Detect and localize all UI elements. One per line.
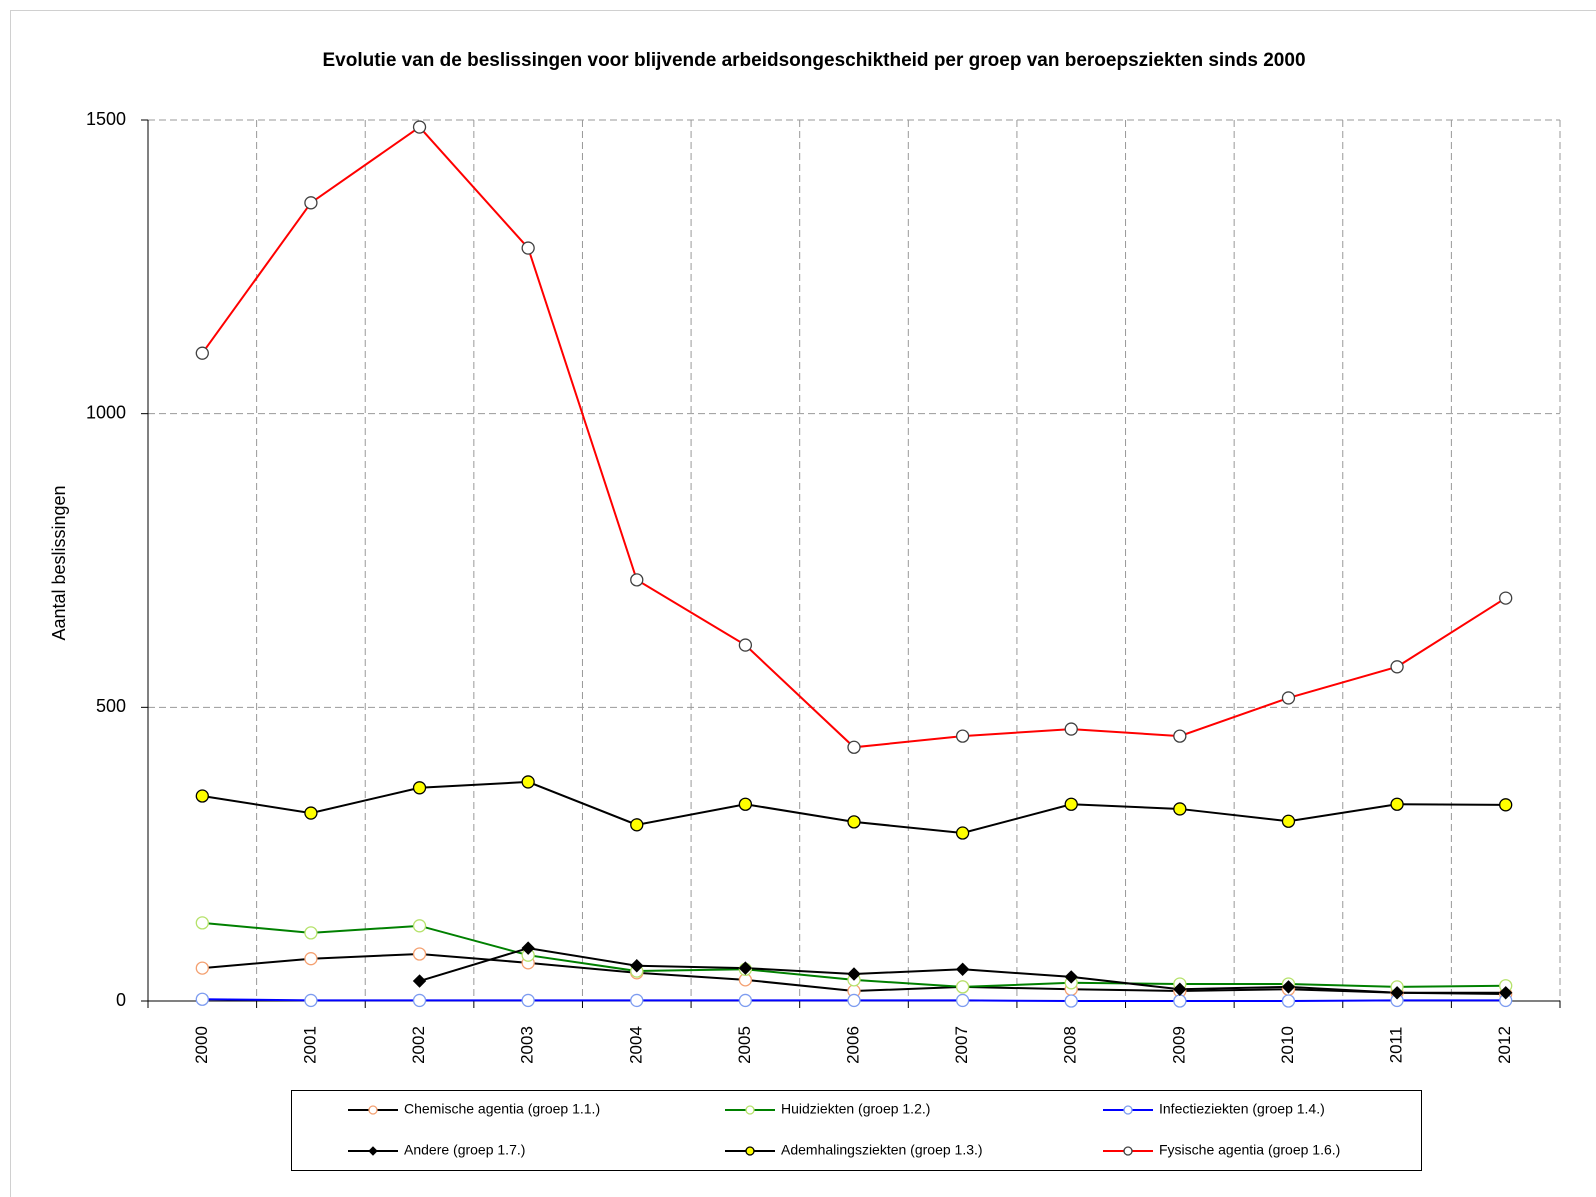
point xyxy=(630,573,644,587)
x-tick-label: 2008 xyxy=(1061,1026,1080,1064)
point xyxy=(955,826,970,840)
point xyxy=(955,962,970,976)
x-tick-label: 2000 xyxy=(192,1026,211,1064)
x-tick-label: 2004 xyxy=(626,1026,645,1064)
point xyxy=(304,196,318,210)
point xyxy=(412,993,427,1008)
x-tick-label: 2002 xyxy=(409,1026,428,1064)
x-tick-label: 2007 xyxy=(952,1026,971,1064)
legend-marker xyxy=(368,1105,378,1115)
point xyxy=(1499,591,1513,605)
y-tick-label: 500 xyxy=(96,696,126,716)
point xyxy=(521,775,535,789)
point xyxy=(1390,797,1404,811)
point xyxy=(955,993,970,1008)
point xyxy=(630,959,644,973)
legend-box xyxy=(291,1090,1422,1171)
x-tick-label: 2001 xyxy=(300,1026,319,1064)
point xyxy=(1064,797,1078,811)
point xyxy=(1499,798,1513,812)
point xyxy=(195,916,209,930)
x-tick-label: 2011 xyxy=(1387,1027,1406,1064)
point xyxy=(1390,660,1404,674)
point xyxy=(195,789,209,803)
point xyxy=(412,919,427,933)
x-tick-label: 2012 xyxy=(1495,1026,1514,1064)
point xyxy=(1173,982,1187,996)
point xyxy=(521,941,535,955)
point xyxy=(195,992,209,1006)
point xyxy=(1064,722,1078,736)
series-line xyxy=(201,125,1507,749)
point xyxy=(521,993,535,1008)
point xyxy=(412,120,427,134)
point xyxy=(1173,802,1187,816)
point xyxy=(304,926,318,940)
point xyxy=(1281,994,1296,1008)
y-tick-label: 1000 xyxy=(86,402,126,422)
legend-marker xyxy=(745,1105,755,1115)
point xyxy=(1498,986,1513,1000)
point xyxy=(1173,729,1187,743)
point xyxy=(738,993,753,1008)
x-tick-label: 2003 xyxy=(518,1026,537,1064)
point xyxy=(847,815,861,829)
point xyxy=(1064,970,1078,984)
point xyxy=(738,797,753,811)
point xyxy=(847,993,861,1008)
x-tick-label: 2010 xyxy=(1278,1026,1297,1064)
point xyxy=(304,993,318,1008)
point xyxy=(955,980,970,994)
legend-label: Chemische agentia (groep 1.1.) xyxy=(404,1101,600,1117)
point xyxy=(955,729,970,743)
legend-marker xyxy=(1123,1105,1133,1115)
point xyxy=(195,961,209,975)
point xyxy=(412,781,427,795)
x-tick-label: 2006 xyxy=(843,1026,862,1064)
point xyxy=(304,806,318,820)
point xyxy=(738,961,753,975)
x-tick-label: 2009 xyxy=(1169,1026,1188,1064)
legend-marker xyxy=(1123,1146,1133,1156)
legend-label: Andere (groep 1.7.) xyxy=(404,1142,525,1158)
point xyxy=(630,993,644,1008)
x-tick-label: 2005 xyxy=(735,1026,754,1064)
point xyxy=(412,947,427,961)
point xyxy=(195,346,209,360)
point xyxy=(630,818,644,832)
point xyxy=(1064,994,1078,1008)
point xyxy=(1173,994,1187,1008)
y-tick-label: 0 xyxy=(116,990,126,1010)
legend-label: Ademhalingsziekten (groep 1.3.) xyxy=(781,1142,983,1158)
point xyxy=(521,241,535,255)
point xyxy=(1281,814,1296,828)
point xyxy=(1281,980,1296,994)
point xyxy=(1281,691,1296,705)
chart-title: Evolutie van de beslissingen voor blijve… xyxy=(322,50,1305,71)
y-tick-label: 1500 xyxy=(86,109,126,129)
legend-marker xyxy=(745,1146,755,1156)
point xyxy=(847,967,861,981)
legend-marker xyxy=(368,1146,378,1156)
point xyxy=(738,638,753,652)
legend-label: Huidziekten (groep 1.2.) xyxy=(781,1101,930,1117)
point xyxy=(847,740,861,754)
point xyxy=(1390,986,1404,1000)
y-axis-label: Aantal beslissingen xyxy=(49,485,69,640)
legend-label: Fysische agentia (groep 1.6.) xyxy=(1159,1142,1340,1158)
point xyxy=(304,952,318,966)
chart-border xyxy=(10,10,1596,1197)
legend-label: Infectieziekten (groep 1.4.) xyxy=(1159,1101,1325,1117)
point xyxy=(412,974,427,988)
